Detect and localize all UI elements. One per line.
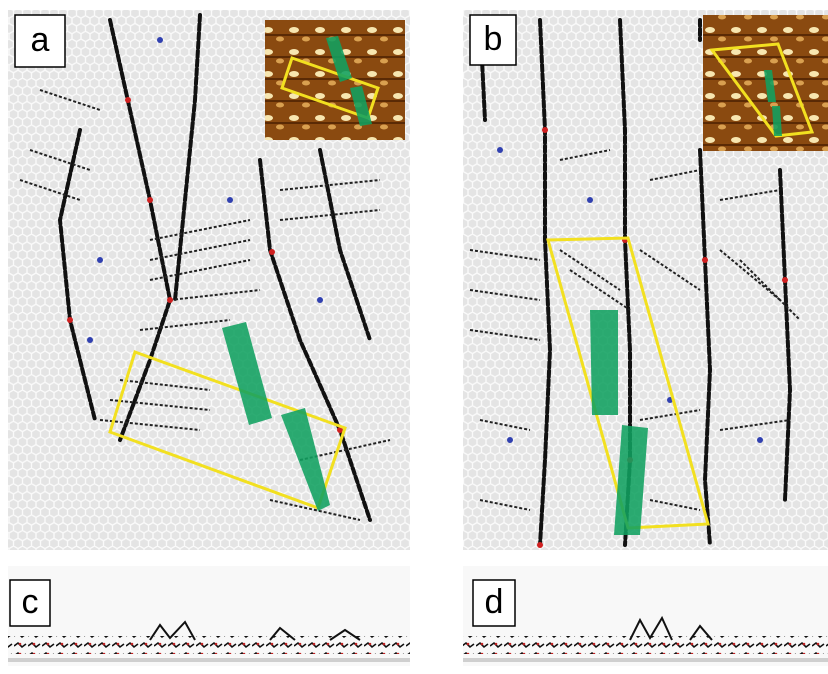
panel-label: b <box>484 20 503 58</box>
panel-label: a <box>31 21 50 59</box>
panel-a: a <box>8 10 410 550</box>
panel-label: d <box>485 583 504 621</box>
molecule-highlight <box>590 310 618 415</box>
panel-d: d <box>463 566 828 666</box>
panel-b: b <box>463 10 828 550</box>
figure: a b c <box>0 0 828 674</box>
molecular-layer <box>8 636 410 654</box>
panel-label: c <box>22 583 39 621</box>
stm-inset <box>703 15 828 151</box>
substrate <box>8 658 410 662</box>
molecular-layer <box>463 636 828 654</box>
panel-c: c <box>8 566 410 666</box>
substrate <box>463 658 828 662</box>
